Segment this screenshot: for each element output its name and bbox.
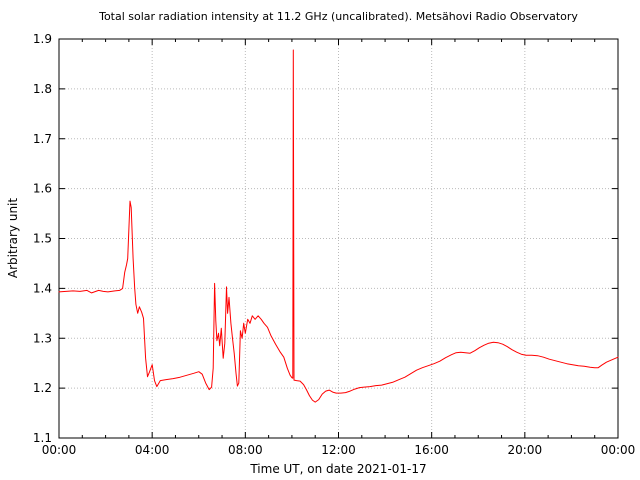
x-tick-label: 20:00 [508, 443, 543, 457]
tick-labels: 00:00 04:00 08:00 12:00 16:00 20:00 00:001.11.… [33, 32, 635, 457]
y-tick-label: 1.9 [33, 32, 52, 46]
y-tick-label: 1.5 [33, 232, 52, 246]
y-tick-label: 1.8 [33, 82, 52, 96]
chart-title: Total solar radiation intensity at 11.2 … [99, 10, 578, 23]
y-tick-label: 1.2 [33, 381, 52, 395]
data-line [58, 49, 619, 403]
y-tick-label: 1.6 [33, 182, 52, 196]
x-tick-label: 08:00 [228, 443, 263, 457]
axis-ticks [58, 38, 619, 439]
x-tick-label: 00:00 [601, 443, 636, 457]
y-tick-label: 1.7 [33, 132, 52, 146]
y-tick-label: 1.4 [33, 281, 52, 295]
x-tick-label: 16:00 [414, 443, 449, 457]
x-tick-label: 12:00 [321, 443, 356, 457]
y-tick-label: 1.3 [33, 331, 52, 345]
gridlines [59, 39, 618, 438]
x-tick-label: 04:00 [135, 443, 170, 457]
y-tick-label: 1.1 [33, 431, 52, 445]
x-axis-label: Time UT, on date 2021-01-17 [250, 462, 427, 476]
x-tick-label: 00:00 [42, 443, 77, 457]
